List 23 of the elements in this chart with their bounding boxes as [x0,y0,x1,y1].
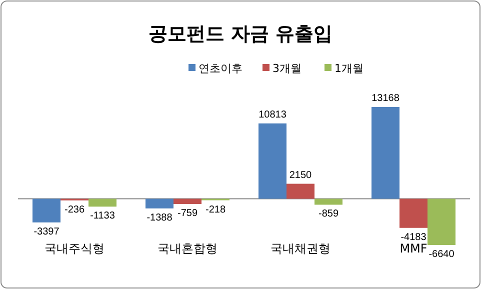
legend-item: 연초이후 [188,62,242,75]
legend-label: 3개월 [272,62,302,75]
data-label: -6640 [428,249,454,260]
data-label: -1388 [146,212,172,224]
data-label: 2150 [289,170,312,181]
data-label: -759 [178,208,198,220]
data-label: -3397 [34,226,60,238]
data-label: 13168 [372,93,400,104]
data-label: -218 [206,204,226,216]
category: 국내채권형 [270,242,330,256]
data-label: -236 [64,204,84,216]
category: 국내혼합형 [158,242,218,256]
legend-item: 3개월 [262,62,302,75]
title: 공모펀드 자금 유출입 [148,23,333,45]
data-label: 10813 [258,109,286,120]
legend-label: 연초이후 [198,62,242,75]
legend-item: 1개월 [324,62,364,75]
data-label: -4183 [400,232,426,243]
category: MMF [400,242,428,256]
data-label: -859 [318,208,338,220]
category: 국내주식형 [44,242,104,256]
legend-label: 1개월 [334,62,364,75]
data-label: -1133 [90,210,115,222]
